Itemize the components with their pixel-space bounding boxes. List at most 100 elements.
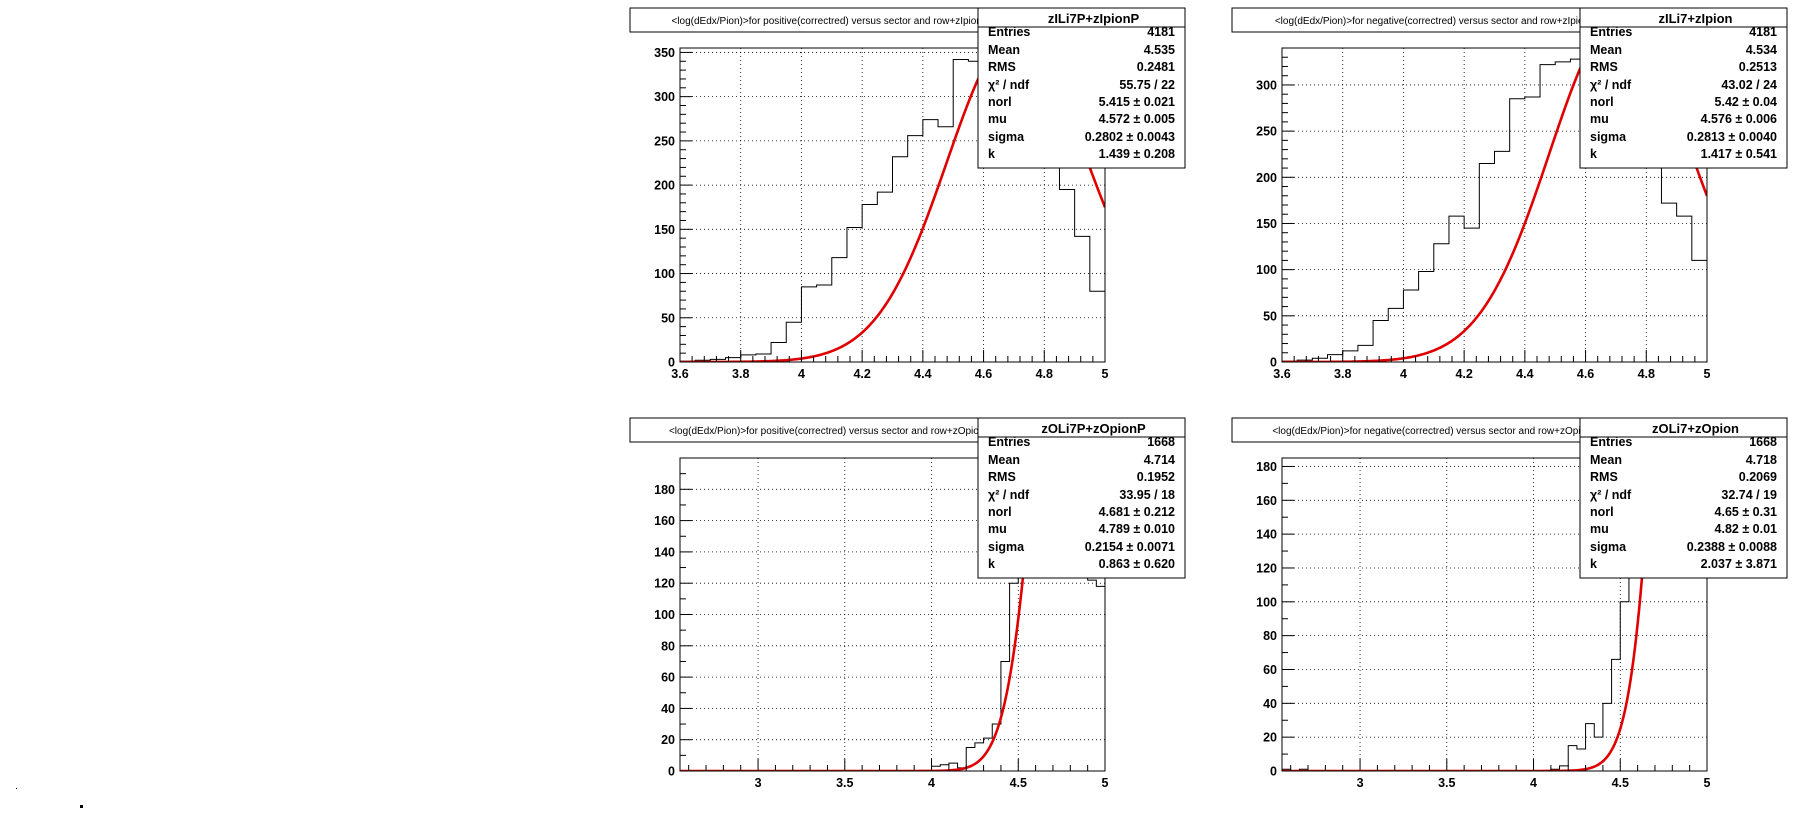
stat-value: 4.576 ± 0.006 (1701, 112, 1777, 126)
y-tick-label: 0 (668, 356, 675, 370)
stat-value: 2.037 ± 3.871 (1701, 557, 1777, 571)
stat-label: sigma (988, 540, 1025, 554)
stat-value: 4181 (1749, 25, 1777, 39)
stat-label: Mean (1590, 453, 1622, 467)
title-box (1231, 7, 1633, 33)
x-tick-label: 5 (1102, 367, 1109, 381)
x-tick-label: 3 (1357, 776, 1364, 790)
x-tick-label: 4 (798, 367, 805, 381)
y-tick-label: 40 (661, 702, 675, 716)
x-tick-label: 5 (1704, 367, 1711, 381)
y-tick-label: 100 (654, 267, 675, 281)
stat-value: 4181 (1147, 25, 1175, 39)
stat-value: 1668 (1749, 435, 1777, 449)
fit-curve (1282, 458, 1652, 771)
y-tick-label: 180 (1256, 460, 1277, 474)
stat-label: RMS (988, 60, 1016, 74)
stat-value: 0.2388 ± 0.0088 (1687, 540, 1777, 554)
histogram-pad-4: 0 20 40 60 80 100 120 140 160 180 3 3.5 4 4.5 5 <log(dE… (1231, 417, 1788, 790)
stat-label: k (988, 557, 995, 571)
stat-value: 0.2069 (1739, 470, 1777, 484)
y-tick-label: 150 (1256, 217, 1277, 231)
stats-box (1579, 7, 1788, 169)
stat-label: Mean (1590, 43, 1622, 57)
histogram-bars (680, 458, 1105, 771)
x-tick-label: 3.8 (732, 367, 749, 381)
stat-value: 5.415 ± 0.021 (1099, 95, 1175, 109)
stat-label: k (1590, 557, 1597, 571)
stats-box (1579, 417, 1788, 579)
y-tick-label: 250 (654, 134, 675, 148)
stat-label: mu (988, 522, 1007, 536)
stat-value: 55.75 / 22 (1119, 78, 1175, 92)
histogram-name: zILi7+zIpion (1658, 11, 1732, 26)
plot-title: <log(dEdx/Pion)>for negative(correctred)… (1272, 426, 1591, 437)
stat-value: 4.534 (1746, 43, 1777, 57)
x-tick-label: 5 (1102, 776, 1109, 790)
x-tick-label: 4 (1530, 776, 1537, 790)
stat-value: 4.535 (1144, 43, 1175, 57)
x-tick-label: 4.6 (975, 367, 992, 381)
y-tick-label: 0 (1270, 765, 1277, 779)
stat-label: χ² / ndf (1590, 488, 1632, 502)
stat-value: 0.2154 ± 0.0071 (1085, 540, 1175, 554)
y-tick-label: 160 (1256, 494, 1277, 508)
stat-value: 0.863 ± 0.620 (1099, 557, 1175, 571)
y-tick-label: 50 (1263, 309, 1277, 323)
plot-title: <log(dEdx/Pion)>for negative(correctred)… (1275, 16, 1589, 27)
y-tick-label: 200 (1256, 171, 1277, 185)
stats-box (977, 7, 1186, 169)
histogram-pad-1: 0 50 100 150 200 250 300 350 3.6 3.8 4 4.2 4.4 4.6 4.8… (629, 7, 1186, 381)
stat-label: RMS (1590, 60, 1618, 74)
stat-label: mu (1590, 112, 1609, 126)
x-tick-label: 4 (928, 776, 935, 790)
stat-value: 4.789 ± 0.010 (1099, 522, 1175, 536)
stat-label: norl (988, 95, 1012, 109)
histogram-pad-3: 0 20 40 60 80 100 120 140 160 180 3 3.5 4 4.5 5 <log(dE… (629, 417, 1186, 790)
x-tick-label: 3.6 (1273, 367, 1290, 381)
x-tick-label: 4.2 (1455, 367, 1472, 381)
histogram-bars (1282, 458, 1707, 771)
x-tick-label: 4.4 (1516, 367, 1533, 381)
x-tick-label: 4.8 (1638, 367, 1655, 381)
y-tick-label: 200 (654, 179, 675, 193)
stat-label: sigma (1590, 540, 1627, 554)
stat-value: 33.95 / 18 (1119, 488, 1175, 502)
y-tick-label: 350 (654, 46, 675, 60)
y-tick-label: 40 (1263, 697, 1277, 711)
y-tick-label: 300 (1256, 78, 1277, 92)
stat-label: Entries (988, 25, 1030, 39)
x-tick-label: 3.5 (836, 776, 853, 790)
histogram-name: zILi7P+zIpionP (1048, 11, 1140, 26)
stat-value: 4.681 ± 0.212 (1099, 505, 1175, 519)
stat-value: 4.714 (1144, 453, 1175, 467)
stray-mark (80, 805, 83, 808)
stat-value: 4.718 (1746, 453, 1777, 467)
stat-label: Entries (1590, 25, 1632, 39)
y-tick-label: 250 (1256, 125, 1277, 139)
title-box (629, 7, 1031, 33)
title-box (1231, 417, 1633, 443)
stat-label: sigma (988, 130, 1025, 144)
y-tick-label: 60 (661, 671, 675, 685)
y-tick-label: 300 (654, 90, 675, 104)
stat-value: 0.2813 ± 0.0040 (1687, 130, 1777, 144)
plot-frame (1281, 457, 1708, 772)
stat-label: k (1590, 147, 1597, 161)
y-tick-label: 140 (1256, 528, 1277, 542)
stat-label: norl (988, 505, 1012, 519)
stat-label: χ² / ndf (988, 78, 1030, 92)
x-tick-label: 4.6 (1577, 367, 1594, 381)
stat-label: Mean (988, 453, 1020, 467)
stat-label: Mean (988, 43, 1020, 57)
stat-value: 4.572 ± 0.005 (1099, 112, 1175, 126)
stat-label: χ² / ndf (988, 488, 1030, 502)
stat-value: 5.42 ± 0.04 (1715, 95, 1778, 109)
stat-label: k (988, 147, 995, 161)
stat-label: sigma (1590, 130, 1627, 144)
y-tick-label: 0 (668, 765, 675, 779)
stat-label: norl (1590, 95, 1614, 109)
histogram-name: zOLi7P+zOpionP (1041, 421, 1146, 436)
y-tick-label: 180 (654, 483, 675, 497)
x-tick-label: 3 (755, 776, 762, 790)
